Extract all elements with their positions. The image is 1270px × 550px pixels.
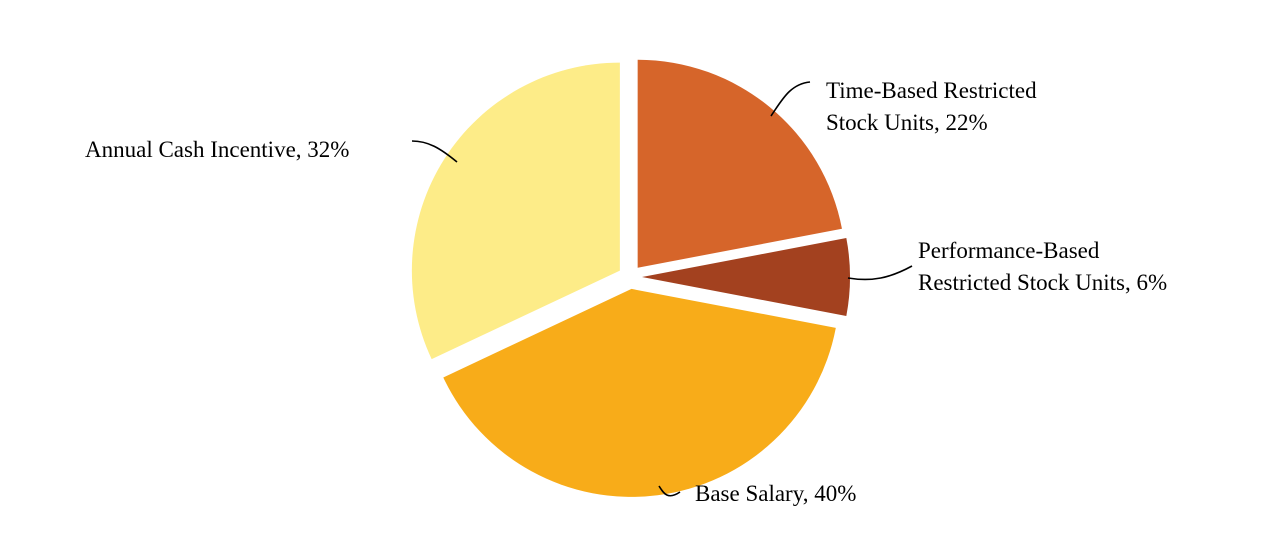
leader-line [658, 485, 681, 497]
slice-label-line: Base Salary, 40% [695, 481, 856, 506]
slice-label-line: Annual Cash Incentive, 32% [85, 137, 349, 162]
leader-line [847, 265, 913, 281]
pie-slice-time-based-restricted-stock-units [637, 59, 842, 268]
slice-label: Time-Based Restricted Stock Units, 22% [826, 78, 1037, 135]
leader-lines [411, 81, 913, 497]
slice-labels: Time-Based Restricted Stock Units, 22% Per… [85, 78, 1167, 506]
pie-slice-performance-based-restricted-stock-units [642, 238, 851, 316]
slice-label-line: Performance-Based [918, 238, 1100, 263]
slice-label-line: Time-Based Restricted [826, 78, 1037, 103]
slice-label-line: Restricted Stock Units, 6% [918, 270, 1167, 295]
leader-line [770, 81, 811, 117]
slice-label: Base Salary, 40% [695, 481, 856, 506]
pie-slices [411, 59, 851, 497]
slice-label-line: Stock Units, 22% [826, 110, 988, 135]
pie-slice-base-salary [443, 288, 836, 497]
slice-label: Performance-Based Restricted Stock Units,… [918, 238, 1167, 295]
leader-line [411, 140, 458, 163]
slice-label: Annual Cash Incentive, 32% [85, 137, 349, 162]
pie-slice-annual-cash-incentive [411, 62, 620, 360]
